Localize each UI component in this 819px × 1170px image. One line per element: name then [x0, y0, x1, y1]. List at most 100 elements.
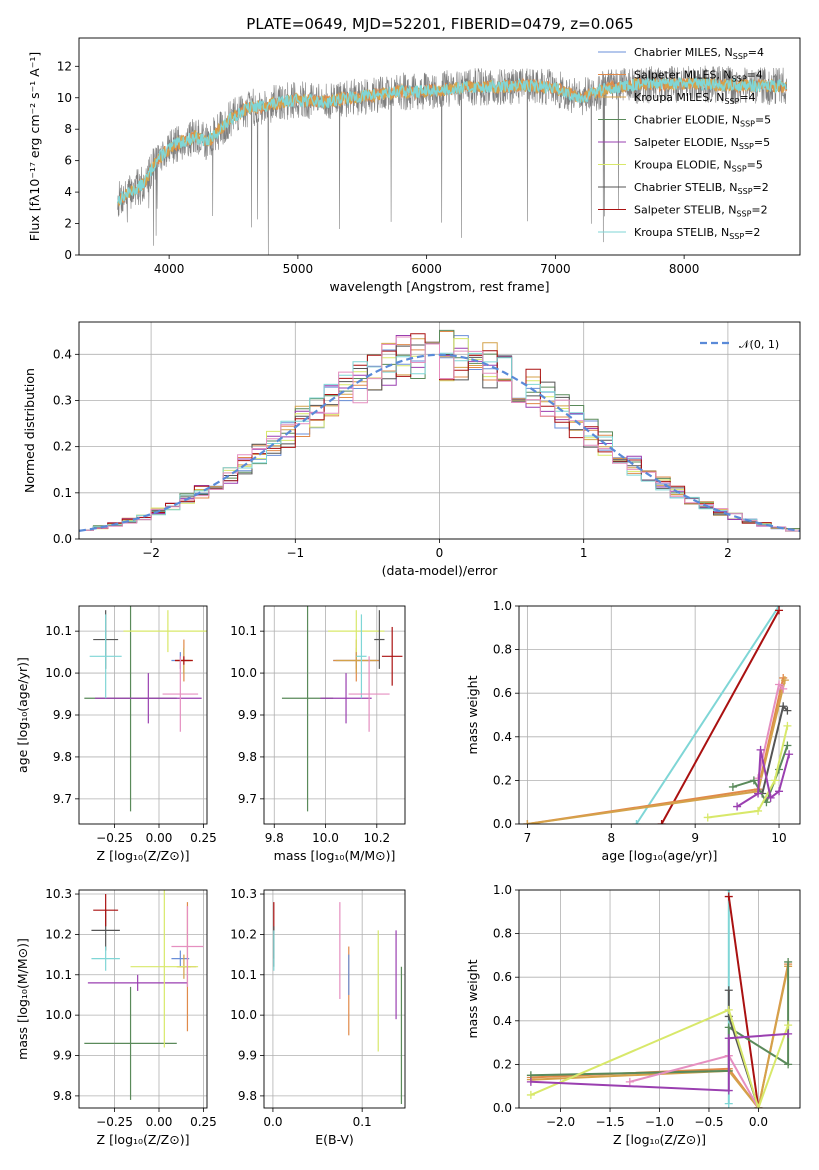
- x-axis-label: wavelength [Angstrom, rest frame]: [329, 279, 549, 294]
- weight-marker: [724, 1034, 733, 1043]
- legend-entry: Kroupa STELIB, NSSP=2: [598, 226, 760, 241]
- plot-marks: [84, 890, 204, 1100]
- x-tick-label: 0.0: [263, 1115, 282, 1129]
- y-tick-label: 0.0: [493, 817, 512, 831]
- legend-tail: =5: [747, 159, 763, 172]
- weight-marker: [632, 820, 641, 824]
- x-tick-label: −0.25: [96, 1115, 133, 1129]
- panel-mass-weight-vs-age: 7 8 9 10 0.0 0.2 0.4 0.6 0.8 1.0 age [log₁₀(age/yr…: [465, 599, 801, 863]
- y-tick-label: 0.3: [53, 393, 72, 407]
- x-tick-label: 0.25: [190, 1115, 217, 1129]
- weight-marker: [766, 793, 775, 802]
- weight-line: [727, 896, 760, 1108]
- weight-marker: [749, 776, 758, 785]
- weight-line: [527, 679, 786, 824]
- panel-residuals: 𝒩(0, 1) −2 −1 0 1 2 0.0 0.1 0.2 0.3 0.4 (data-model…: [22, 321, 801, 578]
- panel-age-vs-Z: −0.25 0.00 0.25 9.7 9.8 9.9 10.0 10.1 Z [log₁₀(Z…: [15, 605, 217, 863]
- y-tick-label: 0.6: [493, 686, 512, 700]
- weight-marker: [724, 892, 733, 901]
- x-tick-label: 9.8: [265, 831, 284, 845]
- weight-marker: [724, 1086, 733, 1095]
- weight-marker: [657, 820, 666, 824]
- legend-label: Chabrier ELODIE, NSSP=5: [634, 114, 771, 129]
- x-tick-label: 10.2: [363, 831, 390, 845]
- x-tick-label: 10.0: [312, 831, 339, 845]
- panel-mass-vs-Z: −0.25 0.00 0.25 9.8 9.9 10.0 10.1 10.2 10.3 Z [lo…: [15, 887, 217, 1147]
- x-axis-label: Z [log₁₀(Z/Z⊙)]: [97, 1132, 190, 1147]
- weight-marker: [783, 706, 792, 715]
- legend-name: Kroupa ELODIE, N: [634, 159, 732, 172]
- plot-area: [84, 890, 204, 1100]
- x-tick-label: 2: [724, 546, 732, 560]
- y-tick-label: 6: [64, 154, 72, 168]
- y-axis-label: mass weight: [465, 959, 480, 1038]
- weight-marker: [724, 1099, 733, 1108]
- legend-tail: =4: [747, 69, 763, 82]
- weight-marker: [785, 750, 794, 759]
- weight-marker: [526, 1090, 535, 1099]
- x-tick-label: 5000: [283, 262, 314, 276]
- y-tick-label: 0.0: [53, 532, 72, 546]
- y-tick-label: 10.3: [45, 887, 72, 901]
- legend-name: Chabrier ELODIE, N: [634, 114, 740, 127]
- weight-line: [707, 725, 789, 819]
- plot-marks: [523, 606, 794, 824]
- x-tick-label: 6000: [411, 262, 442, 276]
- axes-frame: [78, 321, 801, 540]
- legend-tail: =4: [748, 46, 764, 59]
- hist-series-9: [79, 336, 800, 532]
- weight-line: [530, 966, 790, 1108]
- plot-area: [273, 902, 403, 1104]
- plot-marks: [526, 890, 793, 1108]
- x-axis-label: Z [log₁₀(Z/Z⊙)]: [97, 848, 190, 863]
- y-tick-label: 10.1: [45, 624, 72, 638]
- y-tick-label: 10.2: [230, 927, 257, 941]
- plot-marks: [116, 65, 788, 255]
- weight-line: [660, 609, 780, 824]
- y-tick-label: 0.2: [493, 1057, 512, 1071]
- x-tick-label: −2.0: [546, 1115, 575, 1129]
- legend-tail: =4: [739, 91, 755, 104]
- y-tick-label: 10.1: [230, 968, 257, 982]
- legend-label: Salpeter ELODIE, NSSP=5: [634, 136, 770, 151]
- y-tick-label: 0.8: [493, 927, 512, 941]
- y-tick-label: 9.9: [53, 1049, 72, 1063]
- x-tick-label: −1.0: [645, 1115, 674, 1129]
- x-axis-label: Z [log₁₀(Z/Z⊙)]: [613, 1132, 706, 1147]
- y-tick-label: 12: [57, 59, 72, 73]
- legend-tail: =5: [755, 114, 771, 127]
- weight-marker: [724, 1005, 733, 1014]
- y-tick-label: 0.4: [493, 730, 512, 744]
- y-tick-label: 1.0: [493, 599, 512, 613]
- legend-name: Kroupa MILES, N: [634, 91, 724, 104]
- legend-sub: SSP: [740, 120, 755, 129]
- x-tick-label: 7: [524, 831, 532, 845]
- plot-area: [281, 606, 403, 812]
- legend-name: Salpeter MILES, N: [634, 69, 732, 82]
- legend-label: Salpeter MILES, NSSP=4: [634, 69, 763, 84]
- legend-entry: 𝒩(0, 1): [700, 338, 779, 351]
- x-tick-label: −0.25: [96, 831, 133, 845]
- y-tick-label: 0.4: [53, 347, 72, 361]
- x-axis-label: E(B-V): [315, 1132, 354, 1147]
- y-axis-label: mass weight: [465, 675, 480, 754]
- y-tick-label: 0.6: [493, 970, 512, 984]
- legend-entry: Chabrier ELODIE, NSSP=5: [598, 114, 771, 129]
- y-axis-label: Normed distribution: [22, 368, 37, 493]
- legend-name: Salpeter STELIB, N: [634, 204, 736, 217]
- y-axis-label: mass [log₁₀(M/M⊙)]: [15, 938, 30, 1060]
- legend-entry: Kroupa MILES, NSSP=4: [598, 91, 756, 106]
- x-tick-label: 0.00: [146, 831, 173, 845]
- legend-label: Kroupa MILES, NSSP=4: [634, 91, 756, 106]
- y-tick-label: 0: [64, 248, 72, 262]
- y-tick-label: 0.1: [53, 486, 72, 500]
- legend-label: Kroupa ELODIE, NSSP=5: [634, 159, 763, 174]
- y-tick-label: 0.2: [53, 440, 72, 454]
- legend-entry: Kroupa ELODIE, NSSP=5: [598, 159, 763, 174]
- weight-marker: [728, 782, 737, 791]
- x-tick-label: 0.00: [146, 1115, 173, 1129]
- legend-entry: Salpeter ELODIE, NSSP=5: [598, 136, 770, 151]
- x-tick-label: 0: [436, 546, 444, 560]
- weight-marker: [523, 820, 532, 824]
